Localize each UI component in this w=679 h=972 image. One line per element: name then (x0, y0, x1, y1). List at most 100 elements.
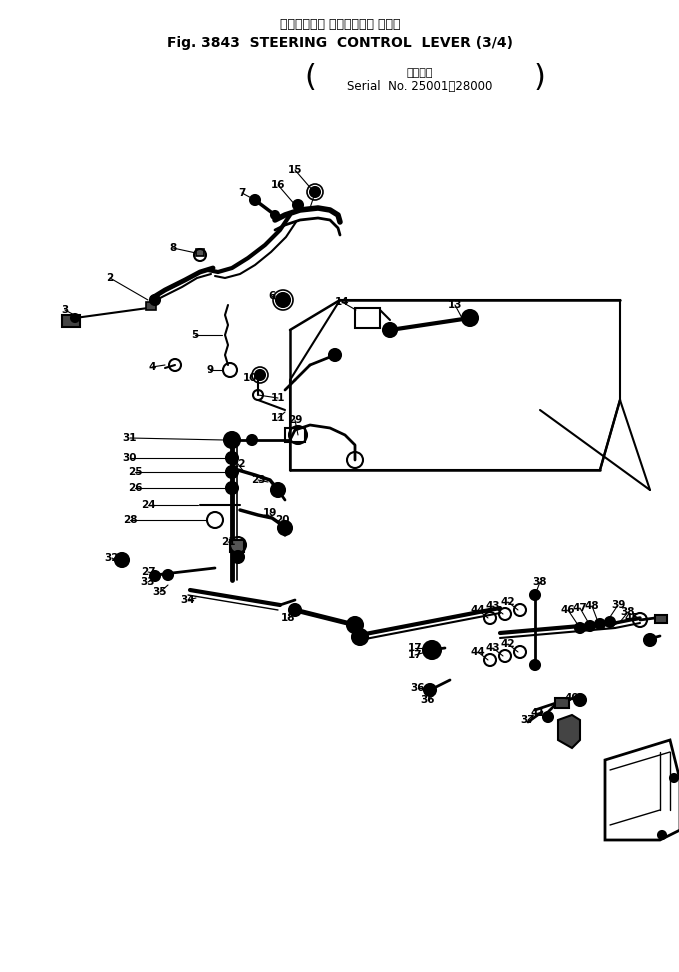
Text: 適用号機: 適用号機 (407, 68, 433, 78)
Circle shape (289, 604, 301, 616)
Text: 34: 34 (181, 595, 196, 605)
Text: 43: 43 (485, 643, 500, 653)
Bar (655, 615, 667, 623)
Circle shape (644, 634, 656, 646)
Text: 2: 2 (107, 273, 113, 283)
Text: 1: 1 (312, 188, 318, 198)
Text: 4: 4 (148, 362, 155, 372)
Circle shape (424, 684, 436, 696)
Text: 39: 39 (611, 600, 625, 610)
Text: 33: 33 (141, 577, 155, 587)
Text: 11: 11 (271, 393, 285, 403)
Text: 22: 22 (231, 459, 245, 469)
Text: 31: 31 (123, 433, 137, 443)
Circle shape (293, 200, 303, 210)
Text: 45: 45 (625, 613, 640, 623)
Circle shape (605, 617, 615, 627)
Text: 8: 8 (169, 243, 177, 253)
Text: 3: 3 (61, 305, 69, 315)
Text: 16: 16 (271, 180, 285, 190)
Circle shape (250, 195, 260, 205)
Circle shape (530, 660, 540, 670)
Text: 17: 17 (407, 643, 422, 653)
Text: 38: 38 (621, 607, 636, 617)
Text: 44: 44 (471, 647, 485, 657)
Text: 19: 19 (263, 508, 277, 518)
Bar (146, 302, 156, 310)
Circle shape (247, 435, 257, 445)
Circle shape (163, 570, 173, 580)
Circle shape (255, 370, 265, 380)
Text: 27: 27 (141, 567, 155, 577)
Bar (355, 308, 380, 328)
Circle shape (71, 314, 79, 322)
Circle shape (347, 617, 363, 633)
Circle shape (276, 293, 290, 307)
Bar (555, 698, 569, 708)
Circle shape (543, 712, 553, 722)
Text: 6: 6 (268, 291, 276, 301)
Text: ステアリング コントロール レバー: ステアリング コントロール レバー (280, 18, 400, 31)
Circle shape (585, 621, 595, 631)
Text: 38: 38 (533, 577, 547, 587)
Text: 42: 42 (500, 639, 515, 649)
Text: 25: 25 (128, 467, 142, 477)
Text: 26: 26 (128, 483, 142, 493)
Text: 47: 47 (572, 603, 587, 613)
Text: Serial  No. 25001～28000: Serial No. 25001～28000 (348, 80, 493, 93)
Text: 32: 32 (105, 553, 120, 563)
Text: 15: 15 (288, 165, 302, 175)
Circle shape (575, 623, 585, 633)
Text: 41: 41 (531, 708, 545, 718)
Bar (230, 540, 244, 552)
Text: 11: 11 (271, 413, 285, 423)
Text: 36: 36 (411, 683, 425, 693)
Text: 37: 37 (521, 715, 535, 725)
Circle shape (530, 590, 540, 600)
Text: 46: 46 (561, 605, 575, 615)
Text: (: ( (304, 63, 316, 92)
Circle shape (462, 310, 478, 326)
Bar (62, 315, 80, 327)
Text: Fig. 3843  STEERING  CONTROL  LEVER (3/4): Fig. 3843 STEERING CONTROL LEVER (3/4) (167, 36, 513, 50)
Text: 36: 36 (421, 695, 435, 705)
Circle shape (423, 641, 441, 659)
Bar (196, 249, 204, 256)
Text: 28: 28 (123, 515, 137, 525)
Text: 43: 43 (485, 601, 500, 611)
Text: 24: 24 (141, 500, 155, 510)
Circle shape (658, 831, 666, 839)
Circle shape (670, 774, 678, 782)
Circle shape (574, 694, 586, 706)
Text: 35: 35 (153, 587, 167, 597)
Text: 10: 10 (243, 373, 257, 383)
Polygon shape (558, 715, 580, 748)
Circle shape (226, 482, 238, 494)
Circle shape (150, 295, 160, 305)
Bar (285, 428, 305, 442)
Circle shape (329, 349, 341, 361)
Text: 48: 48 (585, 601, 600, 611)
Text: 5: 5 (191, 330, 199, 340)
Circle shape (232, 551, 244, 563)
Text: 23: 23 (251, 475, 265, 485)
Text: 30: 30 (123, 453, 137, 463)
Text: 21: 21 (221, 537, 235, 547)
Circle shape (595, 619, 605, 629)
Circle shape (226, 452, 238, 464)
Circle shape (150, 571, 160, 581)
Text: 29: 29 (288, 415, 302, 425)
Text: 18: 18 (280, 613, 295, 623)
Text: 17: 17 (407, 650, 422, 660)
Circle shape (310, 187, 320, 197)
Text: 14: 14 (335, 297, 349, 307)
Text: 42: 42 (500, 597, 515, 607)
Circle shape (271, 483, 285, 497)
Circle shape (352, 629, 368, 645)
Text: ): ) (534, 63, 546, 92)
Circle shape (115, 553, 129, 567)
Text: 40: 40 (565, 693, 579, 703)
Text: 44: 44 (471, 605, 485, 615)
Circle shape (278, 521, 292, 535)
Circle shape (224, 432, 240, 448)
